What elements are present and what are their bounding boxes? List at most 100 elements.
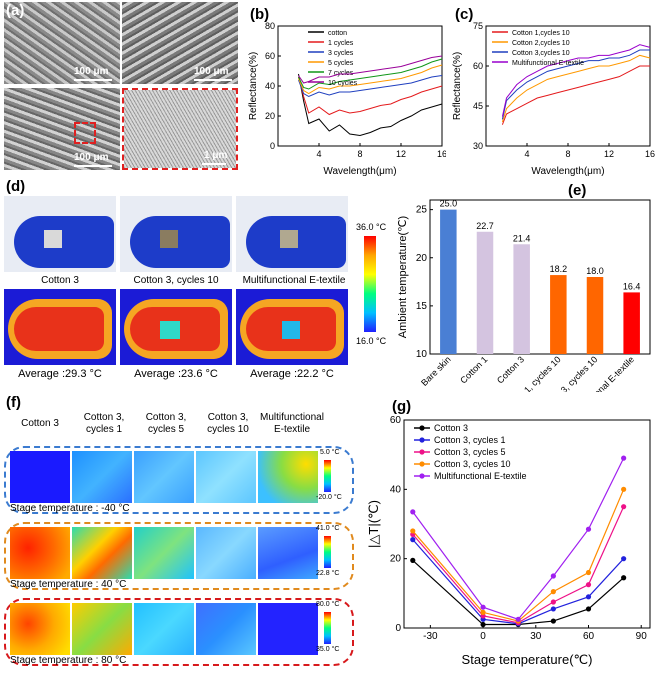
y-tick-label: 30 bbox=[473, 141, 483, 151]
heatmap-colorbar-max: 5.0 °C bbox=[320, 449, 340, 456]
y-tick-label: 75 bbox=[473, 21, 483, 31]
series-line-4 bbox=[412, 457, 625, 621]
heatmap-colorbar bbox=[324, 612, 331, 644]
heatmap-cell bbox=[134, 527, 194, 579]
legend-label: Cotton 3 bbox=[434, 423, 468, 433]
y-tick-label: 0 bbox=[270, 141, 275, 151]
heatmap-colorbar-min: 22.8 °C bbox=[316, 570, 340, 577]
bar bbox=[476, 231, 494, 354]
legend-label: 3 cycles bbox=[328, 50, 354, 57]
data-point bbox=[410, 509, 416, 515]
stage-temp-label-3: Stage temperature : 80 °C bbox=[10, 655, 127, 666]
data-point bbox=[621, 504, 627, 510]
data-point bbox=[585, 526, 592, 532]
scale-label: 1 μm bbox=[204, 150, 228, 161]
ir-average-3: Average :22.2 °C bbox=[250, 368, 334, 380]
ir-colorbar bbox=[364, 236, 376, 332]
y-tick-label: 80 bbox=[265, 21, 275, 31]
heatmap-cell bbox=[72, 527, 132, 579]
panel-label-b: (b) bbox=[250, 6, 270, 23]
x-tick-label: 12 bbox=[604, 149, 614, 159]
bar-value-label: 18.2 bbox=[550, 264, 568, 274]
y-tick-label: 60 bbox=[473, 61, 483, 71]
y-tick-label: 15 bbox=[416, 301, 428, 312]
series-line-5 bbox=[298, 55, 443, 84]
data-point bbox=[550, 589, 556, 595]
legend-label: Multifunctional E-textile bbox=[512, 60, 584, 67]
heatmap-cell bbox=[10, 527, 70, 579]
y-tick-label: 60 bbox=[265, 51, 275, 61]
heatmap-cell bbox=[72, 603, 132, 655]
heatmap-cell bbox=[10, 451, 70, 503]
x-tick-label: 4 bbox=[524, 149, 529, 159]
y-tick-label: 40 bbox=[390, 484, 402, 495]
heatmap-cell bbox=[196, 603, 256, 655]
heatmap-cell bbox=[258, 603, 318, 655]
panel-label-g: (g) bbox=[392, 398, 412, 415]
heatmap-cell bbox=[10, 603, 70, 655]
hand-photo-2 bbox=[120, 196, 232, 272]
data-point bbox=[410, 557, 416, 563]
f-header-4: Cotton 3, cycles 10 bbox=[207, 412, 249, 435]
y-axis-label: Reflectance(%) bbox=[452, 52, 463, 120]
legend-marker bbox=[419, 461, 425, 467]
data-point bbox=[480, 604, 486, 610]
panel-label-c: (c) bbox=[455, 6, 474, 23]
bar bbox=[550, 275, 567, 354]
y-axis-label: Reflectance(%) bbox=[248, 52, 259, 120]
x-tick-label: 90 bbox=[636, 631, 648, 642]
series-line-2 bbox=[412, 506, 625, 624]
legend-label: Multifunctional E-textile bbox=[434, 471, 527, 481]
panel-label-e: (e) bbox=[568, 182, 587, 199]
heatmap-row-box-2 bbox=[4, 522, 354, 590]
heatmap-colorbar bbox=[324, 536, 331, 568]
scale-label: 100 μm bbox=[74, 152, 109, 163]
data-point bbox=[585, 606, 592, 612]
f-header-3: Cotton 3, cycles 5 bbox=[145, 412, 187, 435]
ir-average-1: Average :29.3 °C bbox=[18, 368, 102, 380]
data-point bbox=[480, 609, 486, 615]
series-line-1 bbox=[501, 54, 651, 123]
y-axis-label: |△T|(℃) bbox=[366, 500, 381, 548]
bar bbox=[513, 244, 530, 354]
legend-label: cotton bbox=[328, 30, 347, 37]
heatmap-cell bbox=[72, 451, 132, 503]
data-point bbox=[621, 486, 627, 492]
photo-caption-3: Multifunctional E-textile bbox=[242, 275, 346, 286]
panel-label-f: (f) bbox=[6, 394, 21, 411]
ir-image-1 bbox=[4, 289, 116, 365]
photo-caption-2: Cotton 3, cycles 10 bbox=[133, 275, 219, 286]
series-line-4 bbox=[298, 58, 443, 90]
x-tick-label: 4 bbox=[316, 149, 321, 159]
y-tick-label: 20 bbox=[265, 111, 275, 121]
series-line-0 bbox=[501, 65, 650, 125]
x-axis-label: Wavelength(μm) bbox=[323, 166, 396, 177]
bar-value-label: 18.0 bbox=[586, 266, 604, 276]
ir-image-2 bbox=[120, 289, 232, 365]
heatmap-cell bbox=[196, 451, 256, 503]
heatmap-cell bbox=[134, 451, 194, 503]
chart-c-reflectance: 4 8 12 16 30 45 60 75 Wavelength(μm) Reflectance(… bbox=[452, 21, 655, 177]
legend-label: 10 cycles bbox=[328, 80, 358, 87]
heatmap-row-box-3 bbox=[4, 598, 354, 666]
bar-value-label: 25.0 bbox=[440, 199, 458, 209]
heatmap-cell bbox=[258, 451, 318, 503]
series-line-0 bbox=[298, 73, 443, 137]
bar bbox=[623, 292, 640, 354]
legend-label: Cotton 3, cycles 1 bbox=[434, 435, 506, 445]
y-tick-label: 25 bbox=[416, 205, 428, 216]
series-line-0 bbox=[412, 559, 625, 626]
data-point bbox=[585, 594, 592, 600]
hand-photo-3 bbox=[236, 196, 348, 272]
legend-label: Cotton 3, cycles 5 bbox=[434, 447, 506, 457]
series-line-3 bbox=[501, 44, 651, 117]
y-tick-label: 0 bbox=[395, 623, 401, 634]
photo-caption-1: Cotton 3 bbox=[41, 275, 79, 286]
x-tick-label: Cotton 3 bbox=[495, 354, 526, 385]
legend-marker bbox=[419, 473, 425, 479]
bar-value-label: 22.7 bbox=[476, 221, 494, 231]
bar bbox=[586, 277, 604, 354]
x-tick-label: 8 bbox=[357, 149, 362, 159]
ir-image-3 bbox=[236, 289, 348, 365]
x-axis-label: Stage temperature(℃) bbox=[462, 652, 593, 667]
